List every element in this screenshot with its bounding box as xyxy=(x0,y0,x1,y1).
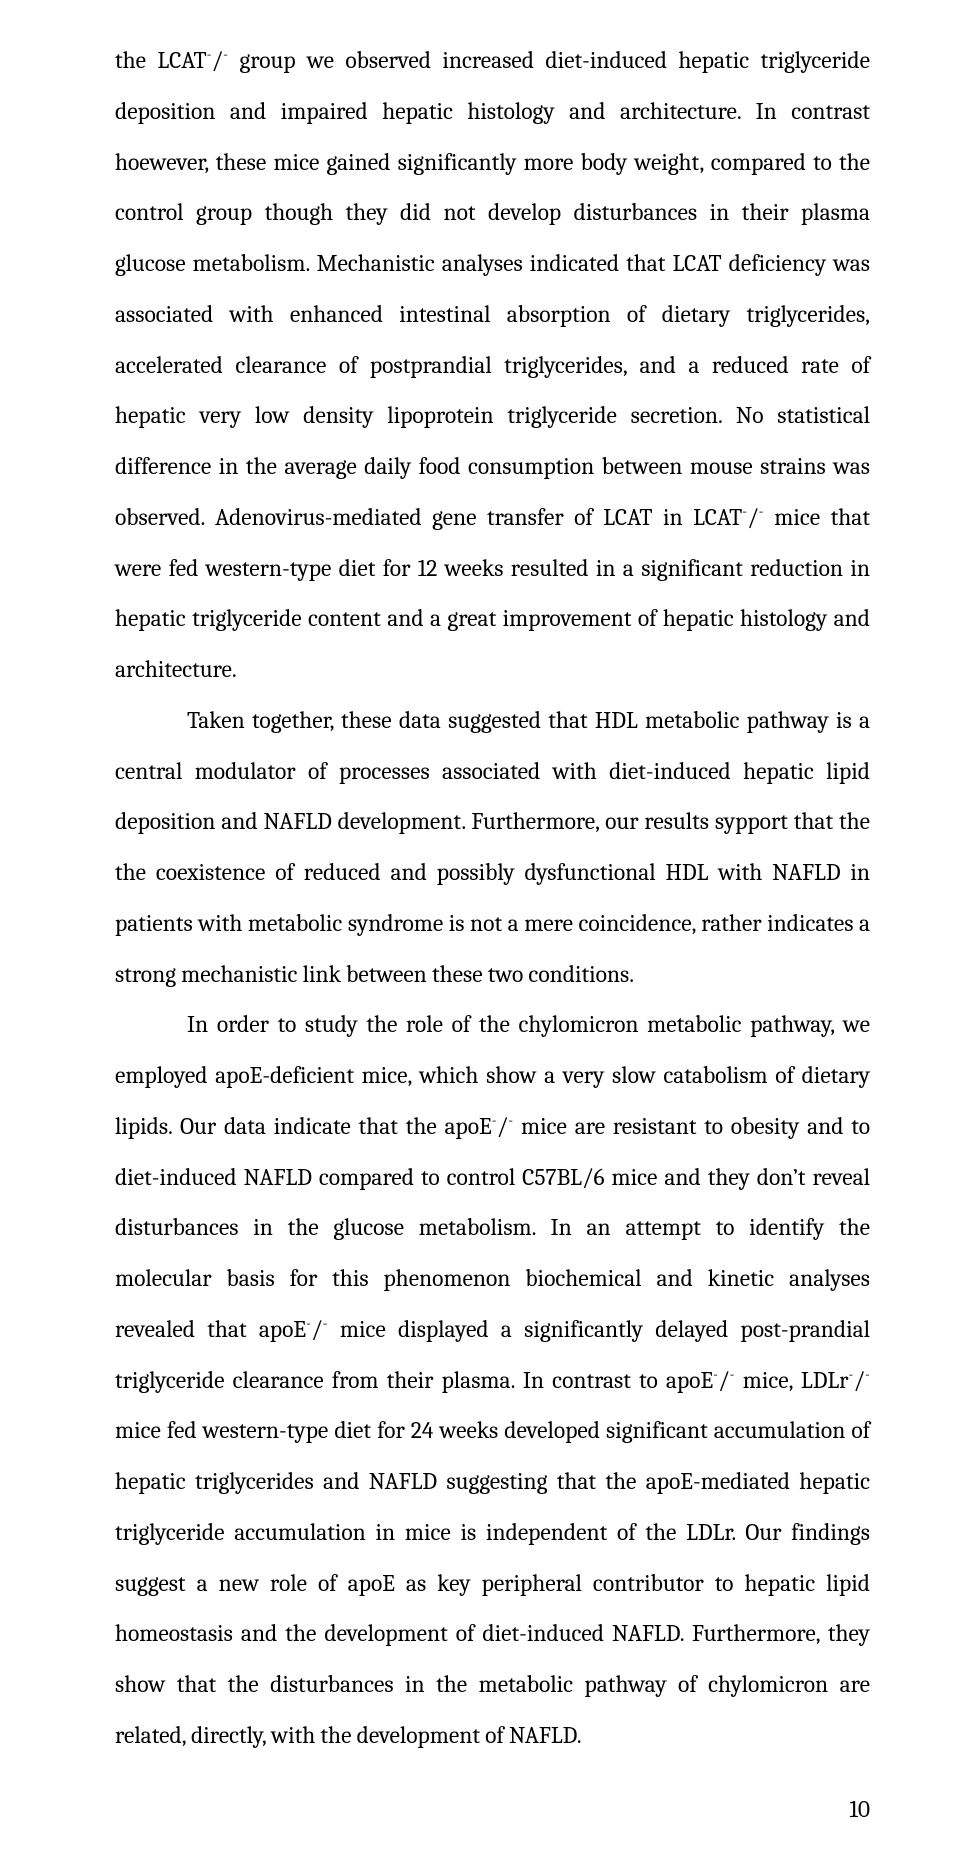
document-page: the LCAT-/- group we observed increased … xyxy=(0,0,960,1852)
body-paragraph-2: Taken together, these data suggested tha… xyxy=(115,696,870,1001)
body-paragraph-3: In order to study the role of the chylom… xyxy=(115,1000,870,1761)
body-paragraph-1: the LCAT-/- group we observed increased … xyxy=(115,36,870,696)
page-number: 10 xyxy=(849,1798,870,1822)
